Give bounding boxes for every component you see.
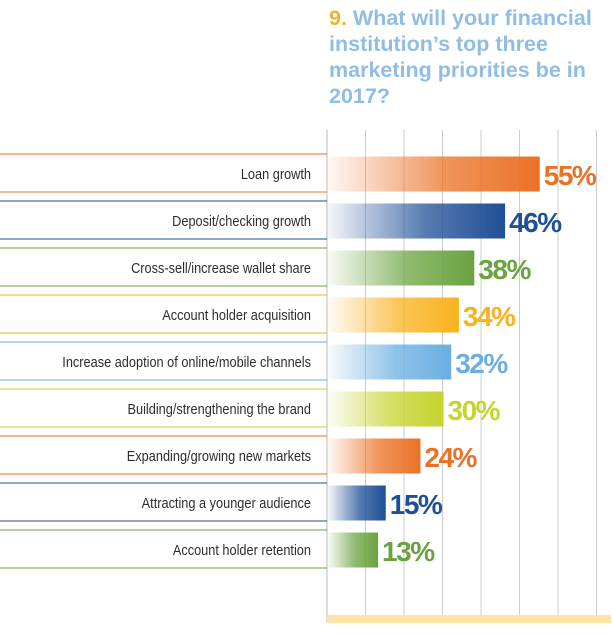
chart-title: 9. What will your financial institution’… bbox=[329, 5, 611, 109]
bar bbox=[328, 391, 444, 427]
category-label: Loan growth bbox=[241, 166, 311, 182]
bar bbox=[328, 485, 386, 521]
category-label: Increase adoption of online/mobile chann… bbox=[62, 354, 311, 370]
value-label: 13% bbox=[382, 536, 435, 567]
category-label: Account holder retention bbox=[173, 542, 311, 558]
category-label: Cross-sell/increase wallet share bbox=[131, 260, 311, 276]
bar bbox=[328, 297, 459, 333]
value-label: 24% bbox=[424, 442, 477, 473]
category-label: Building/strengthening the brand bbox=[127, 401, 311, 417]
category-label: Expanding/growing new markets bbox=[127, 448, 311, 464]
value-label: 46% bbox=[509, 207, 562, 238]
value-label: 34% bbox=[463, 301, 516, 332]
value-label: 38% bbox=[478, 254, 531, 285]
value-label: 55% bbox=[544, 160, 597, 191]
bar bbox=[328, 438, 421, 474]
value-label: 32% bbox=[455, 348, 508, 379]
bar bbox=[328, 203, 506, 239]
value-label: 30% bbox=[448, 395, 501, 426]
question-number: 9. bbox=[329, 6, 347, 30]
category-label: Deposit/checking growth bbox=[172, 213, 311, 229]
category-label: Attracting a younger audience bbox=[142, 495, 311, 511]
bar bbox=[328, 532, 379, 568]
bar bbox=[328, 250, 475, 286]
category-label: Account holder acquisition bbox=[162, 307, 311, 323]
bar bbox=[328, 156, 540, 192]
bar bbox=[328, 344, 452, 380]
chart-baseline bbox=[327, 615, 611, 623]
question-text: What will your financial institution’s t… bbox=[329, 6, 592, 108]
value-label: 15% bbox=[390, 489, 443, 520]
